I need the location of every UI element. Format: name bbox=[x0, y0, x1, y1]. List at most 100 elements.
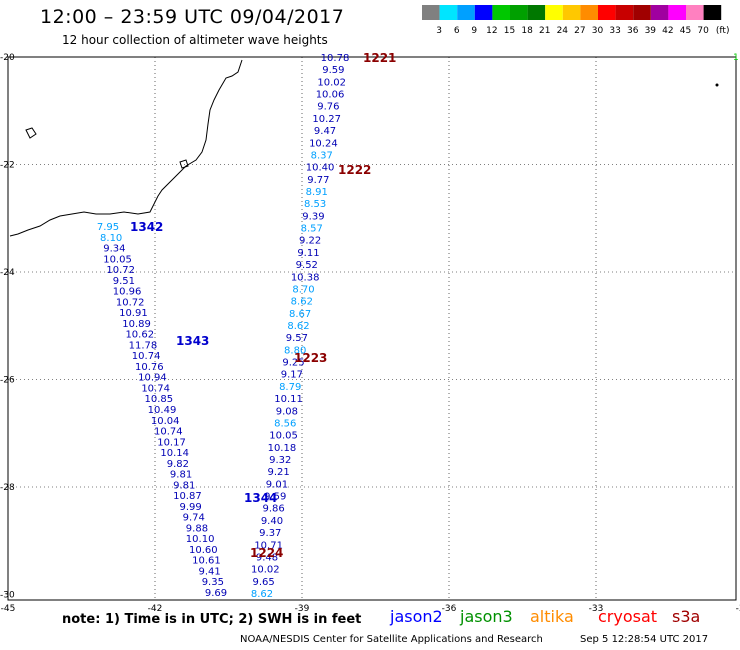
note-text: note: 1) Time is in UTC; 2) SWH is in fe… bbox=[62, 612, 362, 627]
legend-swatch bbox=[492, 5, 510, 20]
swh-value: 8.62 bbox=[287, 321, 309, 332]
swh-value: 9.34 bbox=[103, 244, 125, 255]
swh-value: 10.74 bbox=[132, 351, 161, 362]
swh-value: 10.18 bbox=[268, 443, 297, 454]
swh-value: 8.62 bbox=[291, 297, 313, 308]
legend-label: 27 bbox=[574, 26, 585, 36]
legend-swatch bbox=[668, 5, 686, 20]
swh-value: 8.62 bbox=[251, 589, 273, 600]
swh-value: 10.14 bbox=[160, 448, 189, 459]
swh-value: 9.39 bbox=[302, 211, 324, 222]
swh-value: 10.78 bbox=[321, 53, 350, 64]
coastline bbox=[9, 59, 243, 237]
latitude-label: -22 bbox=[0, 161, 15, 171]
swh-value: 9.01 bbox=[266, 479, 288, 490]
island-dot bbox=[715, 83, 719, 87]
legend-swatch bbox=[650, 5, 669, 20]
pass-number: 1221 bbox=[363, 51, 396, 65]
swh-value: 10.87 bbox=[173, 491, 202, 502]
legend-label: 42 bbox=[662, 26, 673, 36]
map-border bbox=[7, 56, 737, 601]
coastline-path bbox=[9, 59, 243, 237]
legend-swatch bbox=[703, 5, 722, 20]
legend-label: 6 bbox=[454, 26, 460, 36]
swh-value: 9.59 bbox=[322, 65, 344, 76]
legend-swatch bbox=[439, 5, 458, 20]
satellite-label: jason2 bbox=[390, 607, 443, 626]
swh-value: 8.67 bbox=[289, 309, 311, 320]
swh-value: 10.10 bbox=[186, 534, 215, 545]
swh-value: 9.21 bbox=[267, 467, 289, 478]
legend-label: 45 bbox=[680, 26, 691, 36]
swh-value: 8.57 bbox=[301, 224, 323, 235]
legend-label: 30 bbox=[592, 26, 604, 36]
longitude-label: -45 bbox=[1, 604, 16, 614]
swh-value: 9.22 bbox=[299, 236, 321, 247]
swh-value: 9.57 bbox=[286, 333, 308, 344]
footer-credit: NOAA/NESDIS Center for Satellite Applica… bbox=[240, 634, 543, 645]
swh-value: 10.27 bbox=[312, 114, 341, 125]
pass-number: 1224 bbox=[250, 546, 283, 560]
legend-label: 39 bbox=[645, 26, 657, 36]
swh-value: 10.61 bbox=[192, 556, 221, 567]
swh-value: 9.35 bbox=[202, 577, 224, 588]
legend-label: 70 bbox=[697, 26, 709, 36]
swh-value: 10.91 bbox=[119, 308, 148, 319]
swh-value: 10.02 bbox=[317, 77, 346, 88]
legend-label: 3 bbox=[436, 26, 442, 36]
latitude-label: -30 bbox=[0, 591, 15, 601]
swh-value: 9.17 bbox=[281, 370, 303, 381]
swh-value: 10.74 bbox=[141, 383, 170, 394]
legend-label: (ft) bbox=[716, 26, 730, 36]
pass-number: 1222 bbox=[338, 163, 371, 177]
satellite-label: s3a bbox=[672, 607, 701, 626]
legend-label: 21 bbox=[539, 26, 550, 36]
longitude-label: -36 bbox=[442, 604, 457, 614]
swh-value: 8.53 bbox=[304, 199, 326, 210]
longitude-label: -42 bbox=[148, 604, 163, 614]
swh-value: 10.05 bbox=[269, 431, 298, 442]
swh-value: 9.40 bbox=[261, 516, 283, 527]
swh-value: 9.32 bbox=[269, 455, 291, 466]
legend-label: 9 bbox=[471, 26, 477, 36]
swh-value: 9.25 bbox=[282, 358, 304, 369]
swh-value: 10.05 bbox=[103, 254, 132, 265]
swh-value: 10.74 bbox=[154, 427, 183, 438]
island-outline bbox=[25, 127, 37, 139]
swh-value: 10.72 bbox=[106, 265, 135, 276]
pass-number: 1344 bbox=[244, 491, 277, 505]
map-subtitle: 12 hour collection of altimeter wave hei… bbox=[62, 33, 328, 47]
swh-value: 8.10 bbox=[100, 233, 122, 244]
swh-value: 10.94 bbox=[138, 373, 167, 384]
legend-label: 36 bbox=[627, 26, 639, 36]
satellite-label: altika bbox=[530, 607, 574, 626]
swh-value: 9.81 bbox=[170, 470, 192, 481]
swh-value: 10.89 bbox=[122, 319, 151, 330]
latitude-label: -28 bbox=[0, 483, 15, 493]
swh-value: 10.85 bbox=[145, 394, 174, 405]
latitude-label: -26 bbox=[0, 376, 15, 386]
swh-value: 10.49 bbox=[148, 405, 177, 416]
legend-label: 33 bbox=[609, 26, 620, 36]
legend-swatch bbox=[527, 5, 546, 20]
swh-value: 9.88 bbox=[186, 523, 208, 534]
legend-label: 18 bbox=[521, 26, 533, 36]
legend-swatch bbox=[598, 5, 616, 20]
legend-swatch bbox=[545, 5, 563, 20]
swh-value: 10.11 bbox=[274, 394, 303, 405]
swh-value: 8.37 bbox=[311, 150, 333, 161]
longitude-label: -33 bbox=[589, 604, 604, 614]
swh-value: 10.06 bbox=[316, 90, 345, 101]
longitude-label: -30 bbox=[736, 604, 740, 614]
color-legend: 3 6 9 12 15 18 21 24 27 30 33 36 39 42 45 70 (ft) bbox=[422, 5, 730, 36]
swh-value: 9.59 bbox=[264, 492, 286, 503]
legend-swatch bbox=[686, 5, 704, 20]
legend-swatch bbox=[510, 5, 528, 20]
pass-number: 1342 bbox=[130, 220, 163, 234]
swh-value: 9.08 bbox=[276, 406, 298, 417]
swh-value: 9.74 bbox=[183, 513, 205, 524]
latitude-label: -24 bbox=[0, 268, 15, 278]
swh-value: 8.80 bbox=[284, 345, 306, 356]
swh-value: 8.70 bbox=[292, 284, 314, 295]
swh-value: 10.40 bbox=[306, 163, 335, 174]
